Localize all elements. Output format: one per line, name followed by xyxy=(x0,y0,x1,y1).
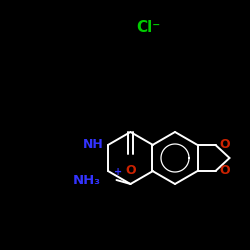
Text: O: O xyxy=(220,164,230,177)
Text: Cl⁻: Cl⁻ xyxy=(136,20,160,36)
Text: O: O xyxy=(125,164,136,177)
Text: NH₃: NH₃ xyxy=(72,174,101,186)
Text: +: + xyxy=(114,167,122,177)
Text: O: O xyxy=(220,138,230,151)
Text: NH: NH xyxy=(83,138,104,151)
